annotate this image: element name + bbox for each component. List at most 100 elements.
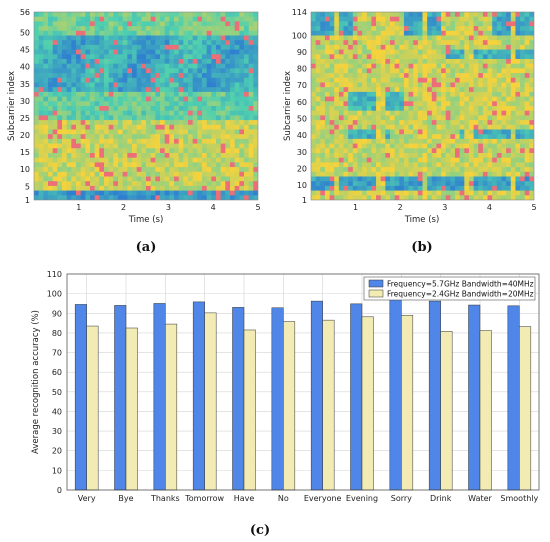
- heatmap-a-cell: [71, 101, 77, 107]
- heatmap-a-cell: [220, 134, 226, 140]
- heatmap-a-cell: [94, 63, 100, 69]
- heatmap-b-cell: [311, 16, 317, 22]
- heatmap-a-cell: [248, 110, 254, 116]
- heatmap-a-cell: [43, 129, 49, 135]
- heatmap-a-cell: [57, 153, 63, 159]
- heatmap-b-cell: [445, 73, 451, 79]
- heatmap-b-cell: [459, 129, 465, 135]
- heatmap-a-cell: [150, 167, 156, 173]
- heatmap-a-cell: [169, 49, 175, 55]
- heatmap-b-cell: [320, 68, 326, 74]
- heatmap-a-ytick-label: 10: [20, 165, 30, 174]
- heatmap-a-cell: [183, 110, 189, 116]
- heatmap-a-cell: [90, 12, 96, 18]
- heatmap-b-cell: [371, 176, 377, 182]
- heatmap-b-cell: [315, 124, 321, 131]
- heatmap-b-cell: [510, 124, 517, 131]
- heatmap-b-cell: [496, 26, 503, 32]
- heatmap-b-cell: [334, 12, 340, 18]
- heatmap-b-cell: [468, 129, 475, 135]
- heatmap-a-cell: [34, 124, 40, 131]
- heatmap-a-cell: [85, 129, 91, 135]
- heatmap-b-cell: [417, 115, 424, 121]
- heatmap-a-cell: [108, 68, 114, 74]
- heatmap-b-cell: [524, 153, 530, 159]
- heatmap-a-cell: [211, 171, 217, 178]
- heatmap-b-cell: [482, 68, 489, 74]
- heatmap-a-cell: [141, 157, 147, 163]
- heatmap-b-cell: [417, 87, 424, 93]
- heatmap-a-cell: [239, 143, 245, 149]
- heatmap-b-cell: [315, 44, 321, 51]
- bar-series-2-drink: [440, 331, 453, 491]
- heatmap-b-cell: [482, 54, 489, 60]
- heatmap-b-cell: [320, 124, 326, 131]
- heatmap-a-cell: [216, 143, 222, 149]
- heatmap-a-cell: [43, 143, 49, 149]
- heatmap-a-cell: [80, 68, 86, 74]
- heatmap-b-cell: [441, 153, 447, 159]
- heatmap-b-cell: [487, 63, 493, 69]
- heatmap-a-cell: [34, 190, 40, 196]
- heatmap-a-cell: [52, 181, 58, 187]
- heatmap-b-cell: [482, 63, 489, 69]
- heatmap-a-cell: [178, 63, 184, 69]
- heatmap-b-cell: [413, 87, 419, 93]
- heatmap-a-cell: [48, 120, 54, 126]
- heatmap-a-cell: [127, 110, 133, 116]
- heatmap-a-cell: [52, 49, 58, 55]
- heatmap-a-cell: [174, 120, 180, 126]
- heatmap-a-cell: [192, 12, 198, 18]
- heatmap-a-cell: [122, 73, 128, 79]
- heatmap-b-cell: [468, 124, 475, 131]
- heatmap-b-cell: [352, 96, 359, 102]
- heatmap-b-cell: [403, 115, 410, 121]
- heatmap-b-cell: [320, 49, 326, 55]
- heatmap-b-cell: [520, 59, 526, 65]
- heatmap-a-cell: [127, 101, 133, 107]
- heatmap-b-cell: [338, 68, 345, 74]
- heatmap-b-cell: [366, 91, 372, 98]
- heatmap-a-cell: [150, 73, 156, 79]
- heatmap-a-cell: [230, 91, 236, 98]
- heatmap-a-cell: [216, 40, 222, 46]
- heatmap-a-cell: [211, 153, 217, 159]
- heatmap-a-cell: [206, 157, 212, 163]
- heatmap-a-cell: [122, 157, 128, 163]
- heatmap-a-cell: [122, 87, 128, 93]
- heatmap-b-cell: [311, 129, 317, 135]
- heatmap-b-cell: [459, 110, 465, 116]
- heatmap-a-cell: [188, 49, 194, 55]
- heatmap-b-cell: [343, 167, 349, 173]
- heatmap-b-cell: [459, 49, 465, 55]
- heatmap-a-cell: [66, 35, 72, 41]
- heatmap-b-cell: [464, 153, 470, 159]
- heatmap-b-cell: [445, 77, 451, 84]
- heatmap-b-cell: [362, 96, 368, 102]
- heatmap-a-cell: [62, 44, 68, 51]
- heatmap-a-cell: [169, 167, 175, 173]
- heatmap-b-cell: [394, 120, 400, 126]
- heatmap-b-cell: [473, 101, 479, 107]
- heatmap-a-cell: [71, 54, 77, 60]
- heatmap-b-cell: [357, 21, 363, 27]
- heatmap-b-cell: [482, 96, 489, 102]
- heatmap-b-cell: [496, 181, 503, 187]
- heatmap-a-cell: [183, 40, 189, 46]
- heatmap-b-cell: [408, 54, 414, 60]
- heatmap-a-cell: [43, 54, 49, 60]
- heatmap-a-cell: [174, 54, 180, 60]
- heatmap-b-cell: [427, 124, 433, 131]
- heatmap-a-cell: [122, 143, 128, 149]
- heatmap-b-cell: [529, 185, 534, 192]
- heatmap-a-cell: [127, 176, 133, 182]
- heatmap-a-cell: [188, 96, 194, 102]
- heatmap-a-cell: [108, 73, 114, 79]
- heatmap-a-cell: [244, 44, 250, 51]
- heatmap-b-cell: [520, 77, 526, 84]
- heatmap-b-cell: [441, 115, 447, 121]
- heatmap-b-cell: [464, 59, 470, 65]
- heatmap-b-cell: [473, 82, 479, 88]
- heatmap-a-cell: [253, 101, 258, 107]
- heatmap-b-cell: [468, 171, 475, 178]
